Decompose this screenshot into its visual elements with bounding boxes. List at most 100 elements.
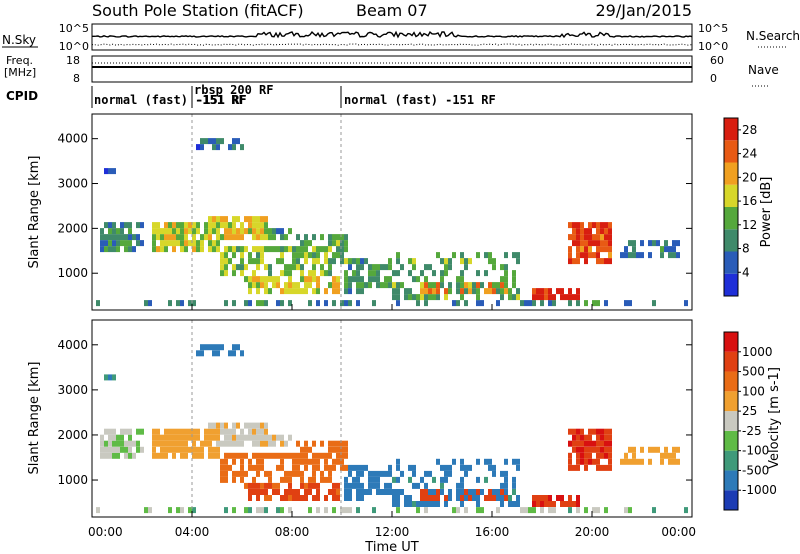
velocity-cell — [232, 350, 236, 357]
nsearch-tick-top: 10^5 — [698, 22, 728, 35]
power-cell — [232, 138, 236, 145]
power-cell — [512, 270, 516, 277]
power-cell — [116, 240, 120, 247]
velocity-cell — [592, 440, 596, 447]
velocity-cell — [276, 434, 280, 441]
velocity-cell — [588, 458, 592, 465]
colorbar-segment — [724, 391, 738, 412]
velocity-cell — [108, 452, 112, 459]
power-cell — [536, 288, 540, 295]
power-cell — [356, 264, 360, 271]
velocity-colorbar: 1000 500 100 25 -25 -100 -500 -1000 — [723, 331, 777, 511]
velocity-cell — [184, 446, 188, 453]
power-cell — [240, 264, 244, 271]
velocity-cell — [444, 501, 448, 507]
velocity-cell — [484, 476, 488, 483]
velocity-cell — [588, 440, 592, 447]
power-cell — [364, 258, 368, 265]
velocity-cell — [420, 501, 424, 507]
power-cell — [256, 222, 260, 229]
power-cell — [428, 264, 432, 271]
power-cell — [344, 258, 348, 265]
velocity-cell — [212, 350, 216, 357]
velocity-cell — [336, 495, 340, 501]
velocity-cell — [324, 476, 328, 483]
power-cell — [516, 252, 520, 259]
velocity-cell — [504, 489, 508, 495]
power-cell — [268, 234, 272, 241]
velocity-cell — [448, 470, 452, 477]
power-cell — [240, 246, 244, 253]
velocity-cell — [232, 452, 236, 459]
velocity-cell — [412, 482, 416, 489]
power-cell — [340, 258, 344, 265]
velocity-cell — [256, 440, 260, 447]
power-cell — [160, 246, 164, 253]
power-cell — [224, 228, 228, 235]
power-cell — [344, 234, 348, 241]
velocity-cell — [180, 428, 184, 435]
velocity-cell — [232, 422, 236, 429]
power-cell — [212, 222, 216, 229]
power-cell — [396, 258, 400, 265]
power-cell — [516, 258, 520, 265]
velocity-cell — [260, 434, 264, 441]
velocity-colorbar-label: Velocity [m s-1] — [767, 367, 782, 469]
velocity-cell — [388, 470, 392, 477]
power-cell — [568, 252, 572, 259]
power-cell — [624, 246, 628, 253]
power-cell — [188, 228, 192, 235]
power-cell — [356, 300, 360, 307]
power-cell — [448, 264, 452, 271]
power-cell — [168, 240, 172, 247]
velocity-cell — [416, 507, 420, 514]
velocity-cell — [136, 440, 140, 447]
x-tick-label: 12:00 — [375, 525, 410, 539]
power-cell — [464, 288, 468, 295]
power-cell — [476, 300, 480, 307]
velocity-cell — [476, 501, 480, 507]
velocity-cell — [192, 428, 196, 435]
power-cell — [572, 234, 576, 241]
power-cell — [248, 276, 252, 283]
velocity-cell — [184, 434, 188, 441]
velocity-cell — [376, 482, 380, 489]
velocity-cell — [292, 464, 296, 471]
power-cell — [600, 234, 604, 241]
power-cell — [600, 222, 604, 229]
velocity-cell — [276, 464, 280, 471]
velocity-cell — [388, 489, 392, 495]
colorbar-tick-label: -1000 — [742, 483, 777, 497]
velocity-cell — [560, 501, 564, 507]
velocity-cell — [328, 446, 332, 453]
power-cell — [380, 282, 384, 289]
power-cell — [180, 228, 184, 235]
velocity-cell — [352, 476, 356, 483]
velocity-cell — [216, 440, 220, 447]
velocity-cell — [308, 489, 312, 495]
power-cell — [216, 144, 220, 151]
power-cell — [620, 252, 624, 259]
velocity-cell — [256, 489, 260, 495]
velocity-cell — [600, 440, 604, 447]
power-cell — [256, 276, 260, 283]
power-cell — [248, 258, 252, 265]
velocity-cell — [568, 458, 572, 465]
velocity-cell — [468, 464, 472, 471]
power-cell — [500, 276, 504, 283]
power-cell — [472, 282, 476, 289]
power-cell — [440, 276, 444, 283]
velocity-cell — [584, 434, 588, 441]
power-cell — [672, 252, 676, 259]
power-cell — [356, 258, 360, 265]
power-cell — [240, 222, 244, 229]
velocity-cell — [460, 458, 464, 465]
power-cell — [216, 216, 220, 223]
velocity-cell — [420, 489, 424, 495]
power-cell — [628, 300, 632, 307]
power-cell — [152, 240, 156, 247]
velocity-cell — [392, 476, 396, 483]
velocity-cell — [576, 452, 580, 459]
velocity-cell — [120, 440, 124, 447]
velocity-cell — [568, 452, 572, 459]
